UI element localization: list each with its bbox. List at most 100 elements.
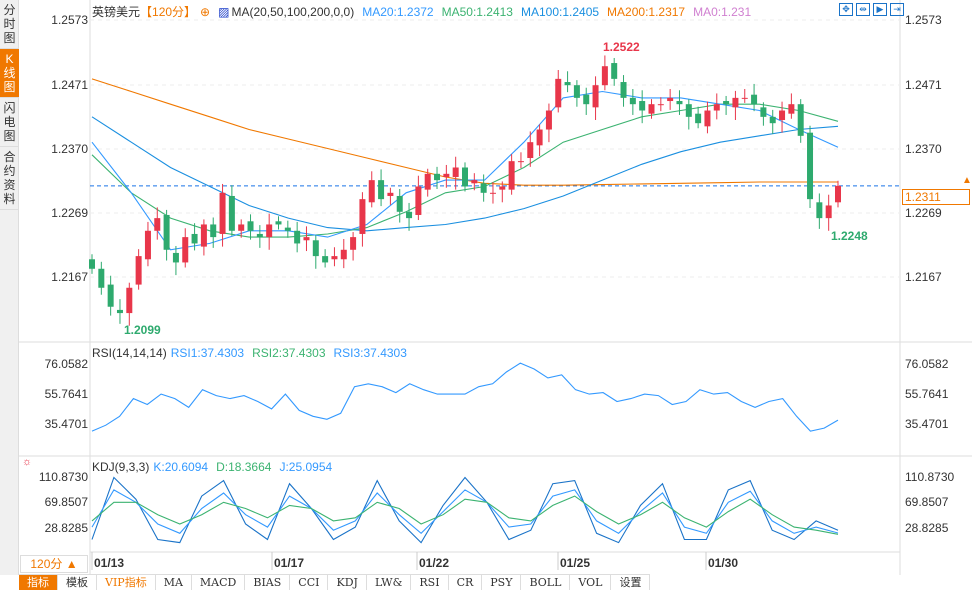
candle-body bbox=[788, 104, 795, 114]
candle-body bbox=[350, 237, 357, 250]
candle-body bbox=[135, 256, 142, 285]
candle-body bbox=[480, 183, 487, 193]
ma-settings-icon[interactable]: ▨ bbox=[218, 5, 230, 19]
alert-icon: ▲ bbox=[962, 175, 972, 186]
candle-body bbox=[816, 202, 823, 219]
candle-body bbox=[415, 186, 422, 215]
current-price-tag: 1.2311 bbox=[902, 189, 970, 205]
tab-contract-info[interactable]: 合约资料 bbox=[0, 147, 19, 210]
kdj-tick-right: 28.8285 bbox=[905, 521, 949, 535]
candle-body bbox=[98, 268, 105, 288]
price-tick-right: 1.2269 bbox=[905, 206, 942, 220]
low-label: 1.2099 bbox=[124, 323, 161, 337]
price-tick-right: 1.2167 bbox=[905, 270, 942, 284]
high-label: 1.2522 bbox=[603, 40, 640, 54]
candle-body bbox=[751, 94, 758, 105]
recent-low-label: 1.2248 bbox=[831, 229, 868, 243]
candle-body bbox=[732, 97, 739, 108]
period-select[interactable]: 120分 ▲ bbox=[20, 555, 88, 573]
candle-body bbox=[545, 110, 552, 130]
template-tab[interactable]: 模板 bbox=[58, 575, 97, 590]
candle-body bbox=[322, 256, 329, 263]
rsi-tick: 55.7641 bbox=[44, 387, 88, 401]
candle-body bbox=[741, 97, 748, 99]
ma100-value: MA100:1.2405 bbox=[520, 5, 600, 19]
candle-body bbox=[499, 186, 506, 190]
tab-flash[interactable]: 闪电图 bbox=[0, 98, 19, 147]
candle-body bbox=[601, 66, 608, 86]
candle-body bbox=[275, 221, 282, 225]
zoom-in-icon[interactable]: ⇹ bbox=[856, 3, 870, 16]
rsi-line bbox=[91, 362, 839, 432]
ma100-line bbox=[91, 116, 839, 232]
candle-body bbox=[210, 224, 217, 238]
kdj-j-value: J:25.0954 bbox=[279, 460, 333, 474]
chart-header: 英镑美元【120分】 ⊕ ▨ MA(20,50,100,200,0,0) MA20:1.… bbox=[92, 3, 759, 20]
price-tick: 1.2269 bbox=[51, 206, 88, 220]
rsi-tick: 35.4701 bbox=[44, 417, 88, 431]
candle-body bbox=[378, 180, 385, 200]
kdj-k-value: K:20.6094 bbox=[153, 460, 209, 474]
candle-body bbox=[648, 104, 655, 114]
tab-timeshare[interactable]: 分时图 bbox=[0, 0, 19, 49]
candle-body bbox=[564, 82, 571, 86]
candle-body bbox=[620, 82, 627, 98]
ma-button[interactable]: MA bbox=[156, 575, 192, 590]
candle-body bbox=[182, 237, 189, 263]
vip-indicator-tab[interactable]: VIP指标 bbox=[97, 575, 156, 590]
ma0-value: MA0:1.231 bbox=[693, 5, 752, 19]
price-tick-right: 1.2471 bbox=[905, 78, 942, 92]
sun-icon[interactable]: ☼ bbox=[22, 456, 33, 468]
candle-body bbox=[685, 104, 692, 117]
kdj-tick: 110.8730 bbox=[38, 470, 88, 484]
play-icon[interactable]: ▶ bbox=[873, 3, 887, 16]
candle-body bbox=[835, 185, 841, 203]
candle-body bbox=[471, 180, 478, 184]
kdj-tick-right: 110.8730 bbox=[905, 470, 955, 484]
candle-body bbox=[303, 237, 310, 241]
crosshair-icon[interactable]: ⊕ bbox=[200, 5, 211, 19]
ma20-value: MA20:1.2372 bbox=[362, 5, 434, 19]
rsi-tick-right: 35.4701 bbox=[905, 417, 949, 431]
candle-body bbox=[294, 230, 301, 244]
psy-button[interactable]: PSY bbox=[482, 575, 522, 590]
vol-button[interactable]: VOL bbox=[570, 575, 612, 590]
candle-body bbox=[769, 116, 776, 124]
rsi-tick-right: 55.7641 bbox=[905, 387, 949, 401]
kdj-d-line bbox=[91, 495, 839, 535]
chart-tools: ✥ ⇹ ▶ ⇥ bbox=[839, 3, 904, 16]
candle-body bbox=[116, 309, 123, 314]
tab-kline[interactable]: K线图 bbox=[0, 49, 19, 98]
macd-button[interactable]: MACD bbox=[192, 575, 246, 590]
lw-button[interactable]: LW& bbox=[367, 575, 412, 590]
kdj-button[interactable]: KDJ bbox=[328, 575, 367, 590]
candle-body bbox=[191, 233, 198, 244]
goto-end-icon[interactable]: ⇥ bbox=[890, 3, 904, 16]
candle-body bbox=[452, 167, 459, 177]
candle-body bbox=[723, 101, 730, 105]
bias-button[interactable]: BIAS bbox=[245, 575, 291, 590]
candle-body bbox=[266, 224, 273, 238]
candle-body bbox=[704, 110, 711, 127]
indicator-toolbar: 指标 模板 VIP指标 MA MACD BIAS CCI KDJ LW& RSI… bbox=[19, 574, 651, 590]
kdj-d-value: D:18.3664 bbox=[216, 460, 272, 474]
boll-button[interactable]: BOLL bbox=[521, 575, 571, 590]
cr-button[interactable]: CR bbox=[449, 575, 483, 590]
candle-body bbox=[807, 132, 814, 200]
kdj-header: KDJ(9,3,3) K:20.6094 D:18.3664 J:25.0954 bbox=[92, 460, 340, 474]
candle-body bbox=[247, 221, 254, 231]
rsi-button[interactable]: RSI bbox=[411, 575, 449, 590]
candle-body bbox=[536, 129, 543, 146]
rsi3-value: RSI3:37.4303 bbox=[333, 346, 407, 360]
candle-body bbox=[359, 199, 366, 234]
settings-button[interactable]: 设置 bbox=[611, 575, 651, 590]
candle-body bbox=[172, 252, 179, 263]
candle-body bbox=[517, 161, 524, 163]
kdj-j-line bbox=[91, 476, 839, 544]
cci-button[interactable]: CCI bbox=[290, 575, 329, 590]
move-icon[interactable]: ✥ bbox=[839, 3, 853, 16]
indicator-tab[interactable]: 指标 bbox=[19, 575, 58, 590]
candle-body bbox=[228, 195, 235, 231]
candle-body bbox=[676, 101, 683, 105]
